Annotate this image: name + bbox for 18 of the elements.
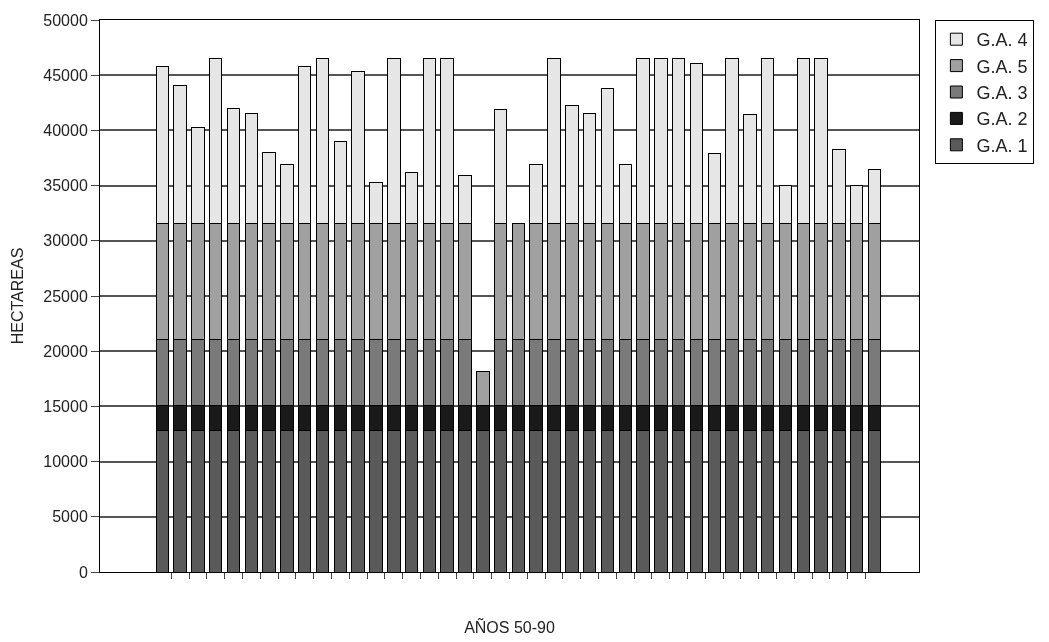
y-tick-label: 25000 bbox=[43, 287, 88, 305]
legend-label: G.A. 3 bbox=[976, 83, 1028, 104]
legend-label: G.A. 5 bbox=[976, 56, 1028, 77]
y-tick-label: 30000 bbox=[43, 232, 88, 250]
legend-label: G.A. 2 bbox=[976, 109, 1028, 130]
y-tick-label: 40000 bbox=[43, 122, 88, 139]
y-axis-title: HECTAREAS bbox=[9, 247, 27, 345]
y-tick-label: 15000 bbox=[43, 398, 88, 415]
y-tick-label: 0 bbox=[78, 563, 88, 581]
y-tick-label: 35000 bbox=[43, 177, 88, 195]
x-axis-title: AÑOS 50-90 bbox=[464, 616, 555, 636]
legend-label: G.A. 4 bbox=[976, 30, 1028, 51]
y-tick-label: 20000 bbox=[43, 342, 88, 360]
y-tick-label: 10000 bbox=[43, 453, 88, 471]
y-tick-label: 5000 bbox=[52, 508, 88, 526]
y-tick-label: 50000 bbox=[43, 11, 88, 29]
y-tick-label: 45000 bbox=[43, 66, 88, 84]
legend-label: G.A. 1 bbox=[976, 135, 1028, 156]
